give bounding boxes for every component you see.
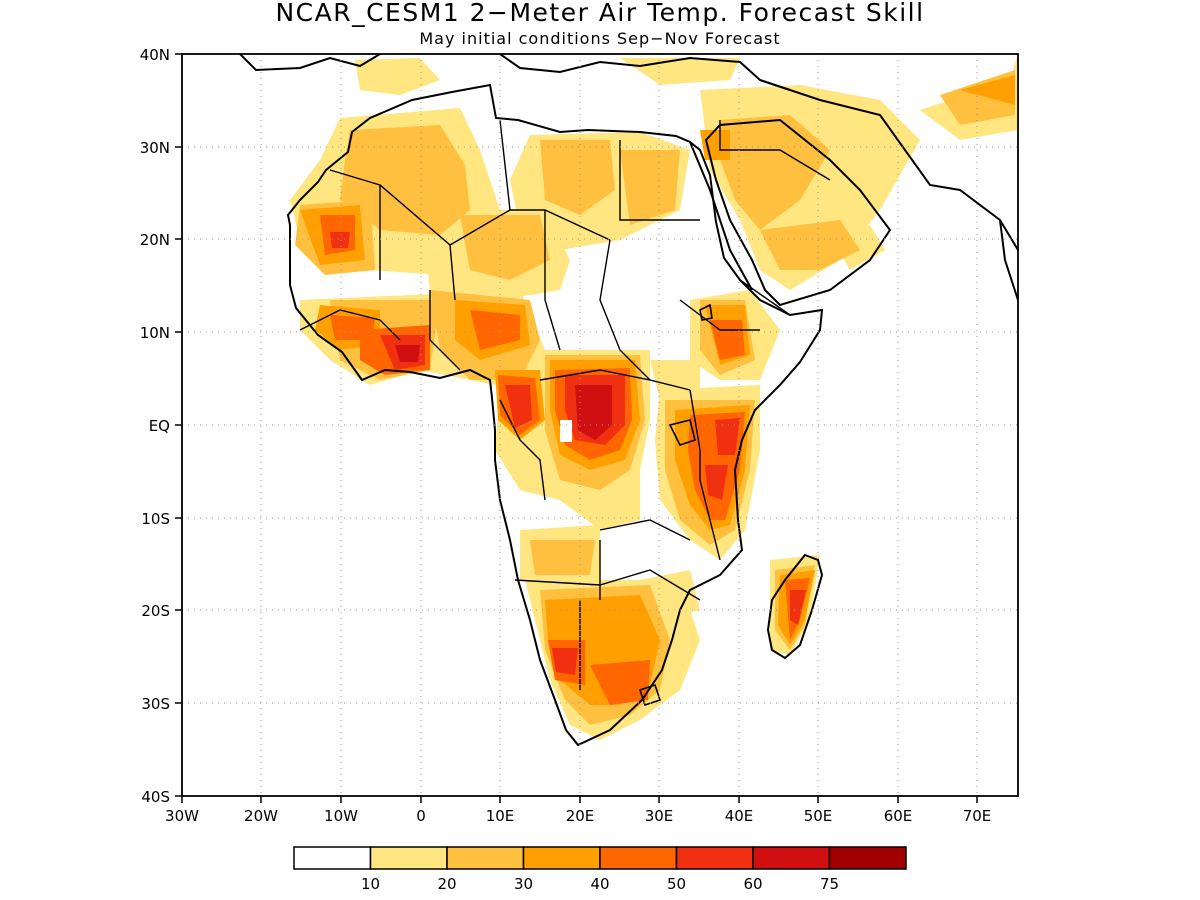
colorbar-swatch [293, 846, 372, 870]
colorbar-label: 10 [361, 875, 380, 893]
x-tick-label: 40E [725, 807, 754, 825]
y-tick-label: 10N [140, 324, 170, 342]
colorbar-label: 75 [820, 875, 839, 893]
colorbar-labels: 10 20 30 40 50 60 75 [361, 875, 839, 893]
y-tick-label: 40N [140, 46, 170, 64]
colorbar-label: 30 [514, 875, 533, 893]
colorbar-label: 60 [743, 875, 762, 893]
colorbar-swatch [446, 846, 525, 870]
coastlines [239, 54, 1018, 747]
graticule [182, 54, 1018, 796]
y-tick-label: 40S [141, 788, 170, 806]
x-tick-label: 0 [416, 807, 426, 825]
colorbar-swatch [675, 846, 754, 870]
x-tick-label: 10E [486, 807, 515, 825]
x-tick-label: 10W [324, 807, 358, 825]
tick-marks [175, 53, 978, 803]
map-subtitle: May initial conditions Sep−Nov Forecast [419, 29, 781, 48]
x-tick-label: 30W [165, 807, 199, 825]
y-axis-labels: 40N 30N 20N 10N EQ 10S 20S 30S 40S [140, 46, 170, 806]
x-tick-label: 20W [244, 807, 278, 825]
colorbar-label: 20 [437, 875, 456, 893]
colorbar-swatch [522, 846, 601, 870]
x-tick-label: 70E [963, 807, 992, 825]
x-tick-label: 50E [804, 807, 833, 825]
y-tick-label: 20S [141, 602, 170, 620]
colorbar-label: 40 [590, 875, 609, 893]
colorbar-swatch [599, 846, 678, 870]
colorbar-swatch [752, 846, 831, 870]
colorbar-swatch [828, 846, 907, 870]
y-tick-label: EQ [149, 417, 170, 435]
colorbar [293, 846, 907, 870]
lakes [638, 303, 713, 707]
country-borders [299, 119, 831, 690]
y-tick-label: 20N [140, 231, 170, 249]
y-tick-label: 10S [141, 510, 170, 528]
map-title: NCAR_CESM1 2−Meter Air Temp. Forecast Sk… [275, 0, 925, 27]
x-tick-label: 20E [566, 807, 595, 825]
x-tick-label: 30E [645, 807, 674, 825]
x-tick-label: 60E [884, 807, 913, 825]
y-tick-label: 30N [140, 139, 170, 157]
colorbar-swatch [369, 846, 448, 870]
y-tick-label: 30S [141, 695, 170, 713]
x-axis-labels: 30W 20W 10W 0 10E 20E 30E 40E 50E 60E 70… [165, 807, 991, 825]
colorbar-label: 50 [667, 875, 686, 893]
